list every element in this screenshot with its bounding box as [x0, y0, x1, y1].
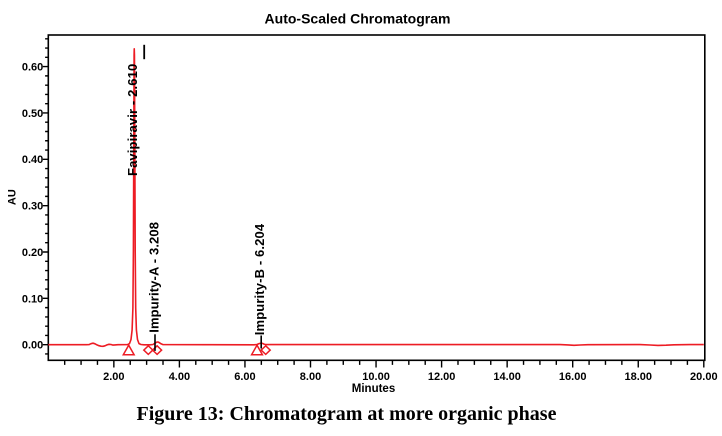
- svg-text:6.00: 6.00: [234, 371, 255, 383]
- svg-text:0.20: 0.20: [22, 247, 43, 259]
- svg-text:0.30: 0.30: [22, 201, 43, 213]
- svg-text:Favipiravir - 2.610: Favipiravir - 2.610: [125, 64, 140, 176]
- svg-text:0.50: 0.50: [22, 108, 43, 120]
- svg-text:0.40: 0.40: [22, 154, 43, 166]
- svg-text:Impurity-A - 3.208: Impurity-A - 3.208: [146, 222, 161, 333]
- svg-text:18.00: 18.00: [624, 371, 652, 383]
- svg-text:16.00: 16.00: [559, 371, 587, 383]
- svg-text:0.00: 0.00: [22, 340, 43, 352]
- svg-text:8.00: 8.00: [300, 371, 321, 383]
- svg-text:AU: AU: [7, 189, 19, 205]
- svg-text:Minutes: Minutes: [352, 383, 395, 395]
- svg-text:4.00: 4.00: [169, 371, 190, 383]
- svg-text:Figure 13: Chromatogram at mor: Figure 13: Chromatogram at more organic …: [137, 403, 557, 425]
- svg-text:Impurity-B - 6.204: Impurity-B - 6.204: [252, 223, 267, 335]
- svg-text:Auto-Scaled Chromatogram: Auto-Scaled Chromatogram: [265, 11, 451, 27]
- svg-text:14.00: 14.00: [493, 371, 521, 383]
- svg-text:0.10: 0.10: [22, 293, 43, 305]
- svg-text:0.60: 0.60: [22, 62, 43, 74]
- svg-text:20.00: 20.00: [690, 371, 718, 383]
- svg-text:10.00: 10.00: [362, 371, 390, 383]
- svg-text:2.00: 2.00: [103, 371, 124, 383]
- svg-text:12.00: 12.00: [428, 371, 456, 383]
